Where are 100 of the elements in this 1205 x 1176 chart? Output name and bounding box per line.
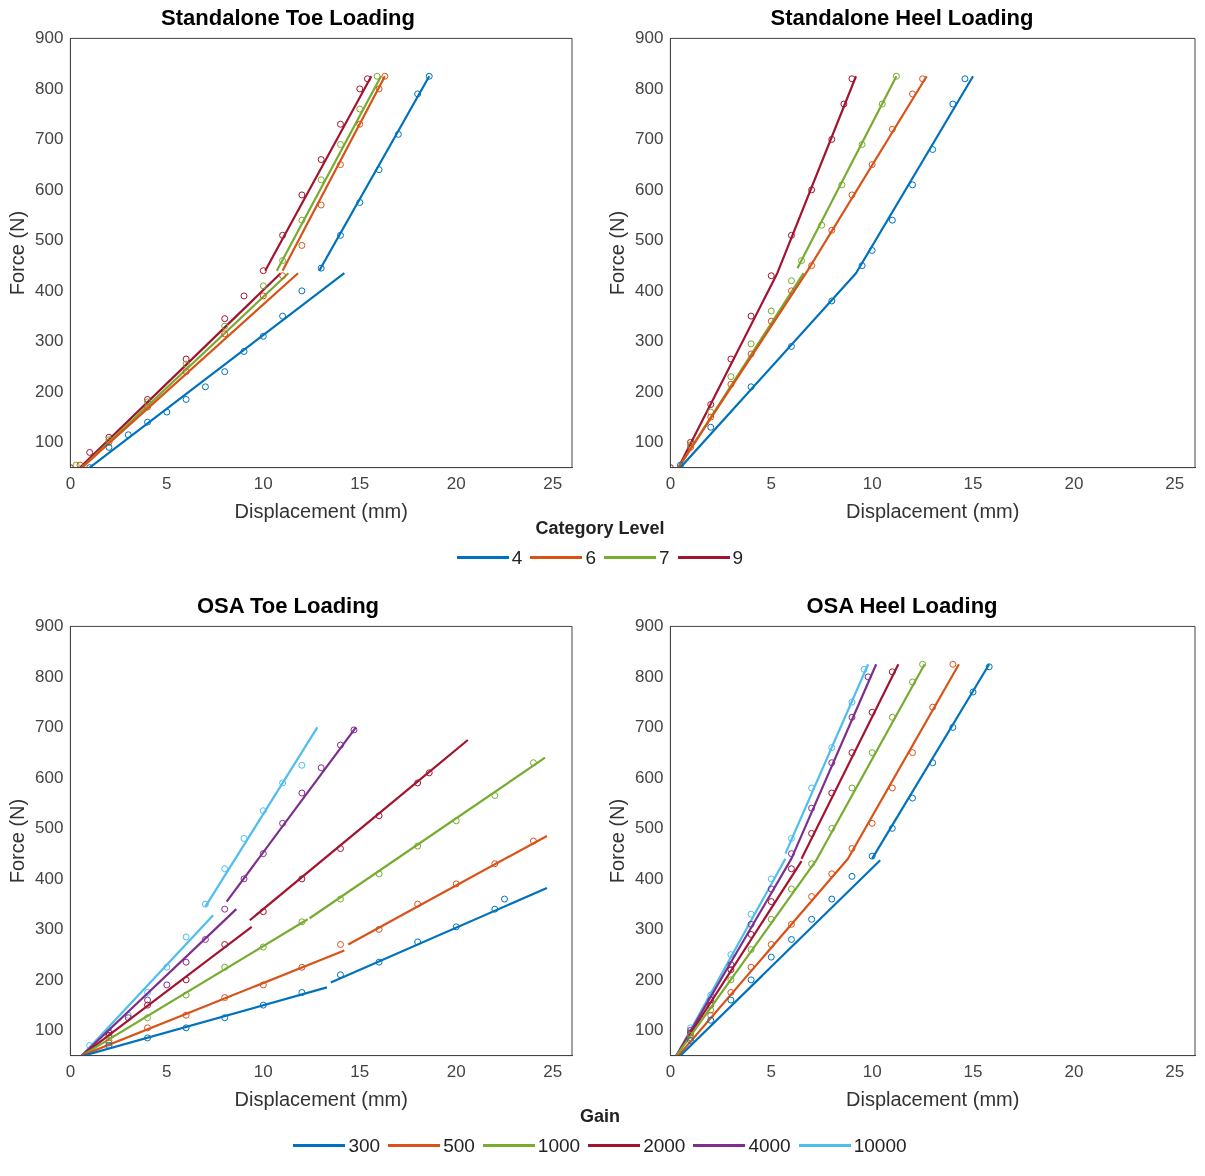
point bbox=[828, 789, 836, 797]
point bbox=[707, 1011, 715, 1019]
point bbox=[767, 875, 775, 883]
point bbox=[298, 875, 306, 883]
point bbox=[336, 140, 344, 148]
point bbox=[864, 673, 872, 681]
point bbox=[373, 72, 381, 80]
point bbox=[727, 373, 735, 381]
point bbox=[240, 347, 248, 355]
point bbox=[888, 125, 896, 133]
point bbox=[375, 166, 383, 174]
point bbox=[336, 941, 344, 949]
point bbox=[298, 918, 306, 926]
x-tick-label: 20 bbox=[1064, 1062, 1084, 1082]
point bbox=[787, 920, 795, 928]
point bbox=[909, 794, 916, 802]
point bbox=[182, 360, 190, 368]
point bbox=[828, 135, 836, 143]
point bbox=[888, 713, 896, 721]
x-tick-label: 5 bbox=[162, 1062, 172, 1082]
point bbox=[909, 749, 916, 757]
point bbox=[298, 988, 306, 996]
y-tick-label: 300 bbox=[634, 331, 664, 351]
point bbox=[808, 915, 816, 923]
point bbox=[144, 403, 152, 411]
y-tick-label: 100 bbox=[34, 432, 64, 452]
point bbox=[747, 930, 755, 938]
point bbox=[707, 423, 715, 431]
point bbox=[747, 350, 755, 358]
point bbox=[909, 181, 916, 189]
point bbox=[201, 383, 209, 391]
legend-label: 2000 bbox=[643, 1134, 686, 1157]
point bbox=[182, 368, 190, 376]
y-tick-label: 500 bbox=[634, 818, 664, 838]
y-tick-label: 900 bbox=[634, 28, 664, 48]
point bbox=[336, 895, 344, 903]
point bbox=[144, 1034, 152, 1042]
x-tick-label: 20 bbox=[446, 474, 466, 494]
point bbox=[182, 933, 190, 941]
point bbox=[529, 759, 537, 767]
point bbox=[375, 870, 383, 878]
point bbox=[298, 761, 306, 769]
y-tick-label: 700 bbox=[34, 717, 64, 737]
point bbox=[808, 784, 816, 792]
point bbox=[868, 819, 876, 827]
legend-title: Gain bbox=[579, 1106, 620, 1126]
y-tick-label: 800 bbox=[34, 78, 64, 98]
point bbox=[356, 85, 364, 93]
point bbox=[124, 431, 132, 439]
point bbox=[707, 991, 715, 999]
point bbox=[72, 461, 80, 468]
point bbox=[828, 226, 836, 234]
point bbox=[808, 860, 816, 868]
point bbox=[868, 749, 876, 757]
y-tick-label: 300 bbox=[34, 331, 64, 351]
point bbox=[787, 850, 795, 858]
x-tick-label: 20 bbox=[446, 1062, 466, 1082]
point bbox=[182, 991, 190, 999]
y-tick-label: 900 bbox=[34, 28, 64, 48]
x-tick-label: 5 bbox=[766, 1062, 776, 1082]
point bbox=[727, 988, 735, 996]
point bbox=[356, 199, 364, 207]
chart-title: OSA Toe Loading bbox=[196, 593, 380, 619]
point bbox=[828, 759, 836, 767]
point bbox=[929, 759, 937, 767]
point bbox=[747, 920, 755, 928]
x-tick-label: 25 bbox=[1165, 1062, 1185, 1082]
point bbox=[221, 1014, 229, 1022]
point bbox=[747, 963, 755, 971]
point bbox=[787, 865, 795, 873]
x-axis-title: Displacement (mm) bbox=[234, 1087, 408, 1110]
y-tick-label: 600 bbox=[34, 179, 64, 199]
x-tick-label: 25 bbox=[543, 1062, 563, 1082]
point bbox=[317, 201, 325, 209]
y-tick-label: 200 bbox=[34, 381, 64, 401]
legend-label: 500 bbox=[443, 1134, 475, 1157]
point bbox=[848, 75, 856, 83]
point bbox=[707, 408, 715, 416]
point bbox=[240, 834, 248, 842]
point bbox=[808, 804, 816, 812]
point bbox=[144, 1014, 152, 1022]
point bbox=[949, 660, 957, 668]
y-tick-label: 200 bbox=[634, 381, 664, 401]
point bbox=[221, 865, 229, 873]
point bbox=[381, 72, 389, 80]
point bbox=[858, 262, 866, 270]
point bbox=[919, 660, 927, 668]
point bbox=[949, 723, 957, 731]
point bbox=[221, 905, 229, 913]
point bbox=[414, 842, 422, 850]
x-axis-title: Displacement (mm) bbox=[846, 1087, 1020, 1110]
point bbox=[259, 267, 267, 275]
y-tick-label: 400 bbox=[634, 280, 664, 300]
y-axis-title: Force (N) bbox=[5, 210, 28, 296]
point bbox=[828, 870, 836, 878]
point bbox=[163, 981, 171, 989]
point bbox=[375, 85, 383, 93]
point bbox=[414, 779, 422, 787]
point bbox=[808, 893, 816, 901]
y-tick-label: 200 bbox=[634, 969, 664, 989]
